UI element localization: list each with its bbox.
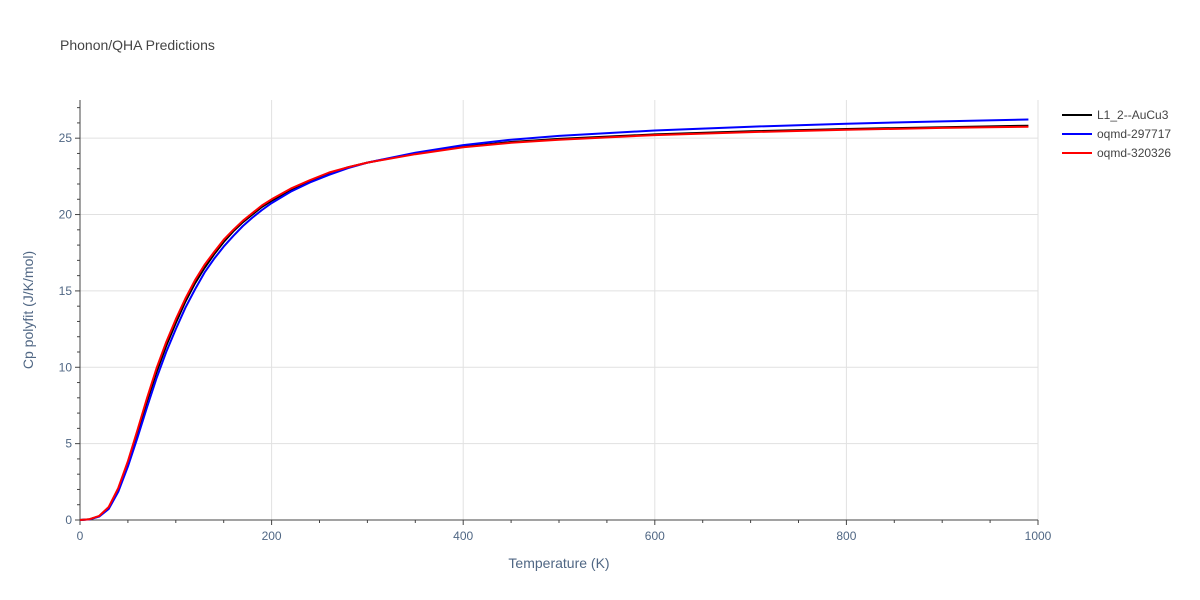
legend-label: oqmd-297717 — [1097, 127, 1171, 141]
legend-label: L1_2--AuCu3 — [1097, 108, 1169, 122]
x-tick-label: 800 — [836, 529, 856, 543]
y-tick-label: 25 — [59, 131, 73, 145]
legend-item[interactable]: oqmd-297717 — [1062, 127, 1171, 141]
legend-label: oqmd-320326 — [1097, 146, 1171, 160]
legend-item[interactable]: oqmd-320326 — [1062, 146, 1171, 160]
series-line-2 — [79, 118, 1029, 521]
y-axis-title: Cp polyfit (J/K/mol) — [20, 251, 36, 369]
series-lines — [79, 118, 1029, 521]
y-tick-label: 10 — [59, 360, 73, 374]
legend[interactable]: L1_2--AuCu3 oqmd-297717 oqmd-320326 — [1062, 108, 1171, 160]
x-axis-title: Temperature (K) — [508, 555, 609, 571]
y-tick-label: 5 — [65, 437, 72, 451]
legend-item[interactable]: L1_2--AuCu3 — [1062, 108, 1169, 122]
y-tick-label: 15 — [59, 284, 73, 298]
y-tick-label: 0 — [65, 513, 72, 527]
series-line-3 — [79, 125, 1029, 521]
x-tick-label: 0 — [77, 529, 84, 543]
gridlines — [80, 100, 1039, 520]
chart-title: Phonon/QHA Predictions — [60, 37, 215, 53]
x-tick-label: 400 — [453, 529, 473, 543]
y-tick-label: 20 — [59, 208, 73, 222]
x-tick-label: 600 — [645, 529, 665, 543]
x-tick-label: 200 — [262, 529, 282, 543]
series-line-1 — [79, 124, 1029, 521]
axes: 0 200 400 600 800 1000 0 5 10 15 20 25 — [59, 100, 1052, 543]
x-tick-label: 1000 — [1025, 529, 1052, 543]
